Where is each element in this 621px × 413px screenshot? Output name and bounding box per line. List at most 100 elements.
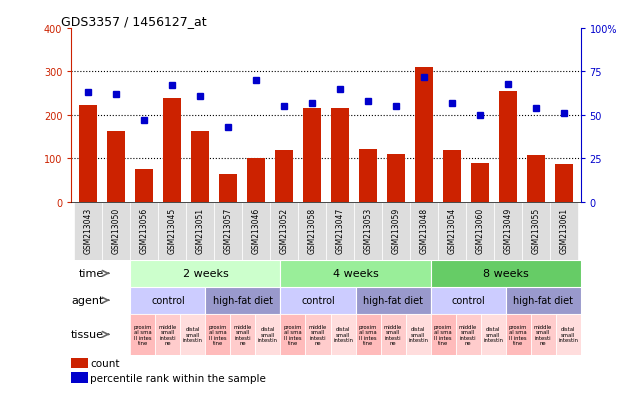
Text: proxim
al sma
ll intes
tine: proxim al sma ll intes tine	[359, 324, 377, 345]
Bar	[303, 109, 321, 202]
Bar	[206, 314, 230, 355]
Bar	[79, 106, 97, 202]
Bar	[155, 314, 181, 355]
Bar	[505, 287, 581, 314]
Bar	[135, 170, 153, 202]
Bar	[163, 98, 181, 202]
Text: 4 weeks: 4 weeks	[333, 268, 378, 279]
Bar	[438, 202, 466, 260]
Bar	[130, 287, 206, 314]
Text: proxim
al sma
ll intes
tine: proxim al sma ll intes tine	[209, 324, 227, 345]
Text: GSM213049: GSM213049	[504, 207, 512, 253]
Text: middle
small
intesti
ne: middle small intesti ne	[159, 324, 177, 345]
Bar	[270, 202, 298, 260]
Bar	[219, 175, 237, 202]
Bar	[298, 202, 326, 260]
Bar	[382, 202, 410, 260]
Bar	[530, 314, 556, 355]
Bar	[186, 202, 214, 260]
Text: GSM213059: GSM213059	[391, 207, 401, 253]
Bar	[230, 314, 255, 355]
Bar	[214, 202, 242, 260]
Bar	[102, 202, 130, 260]
Text: high-fat diet: high-fat diet	[513, 295, 573, 306]
Bar	[481, 314, 505, 355]
Text: GSM213057: GSM213057	[224, 207, 233, 253]
Text: agent: agent	[71, 295, 104, 306]
Text: middle
small
intesti
ne: middle small intesti ne	[384, 324, 402, 345]
Text: distal
small
intestin: distal small intestin	[558, 327, 578, 342]
Bar	[330, 314, 355, 355]
Bar	[306, 314, 330, 355]
Text: tissue: tissue	[71, 330, 104, 339]
Text: GSM213058: GSM213058	[307, 207, 317, 253]
Text: distal
small
intestin: distal small intestin	[183, 327, 203, 342]
Text: distal
small
intestin: distal small intestin	[408, 327, 428, 342]
Text: control: control	[301, 295, 335, 306]
Text: percentile rank within the sample: percentile rank within the sample	[90, 373, 266, 383]
Text: GSM213053: GSM213053	[363, 207, 373, 253]
Text: GSM213051: GSM213051	[196, 207, 204, 253]
Bar	[359, 150, 377, 202]
Text: GSM213060: GSM213060	[476, 207, 484, 253]
Bar	[494, 202, 522, 260]
Bar	[281, 287, 355, 314]
Bar	[466, 202, 494, 260]
Bar	[430, 314, 456, 355]
Text: GSM213052: GSM213052	[279, 207, 289, 253]
Bar	[247, 159, 265, 202]
Bar	[191, 132, 209, 202]
Text: distal
small
intestin: distal small intestin	[483, 327, 503, 342]
Text: proxim
al sma
ll intes
tine: proxim al sma ll intes tine	[134, 324, 152, 345]
Bar	[556, 314, 581, 355]
Text: GSM213050: GSM213050	[112, 207, 120, 253]
Bar	[331, 109, 349, 202]
Text: GSM213048: GSM213048	[419, 207, 428, 253]
Text: control: control	[451, 295, 485, 306]
Bar	[281, 314, 306, 355]
Bar	[355, 287, 430, 314]
Text: GSM213047: GSM213047	[335, 207, 345, 253]
Text: proxim
al sma
ll intes
tine: proxim al sma ll intes tine	[509, 324, 527, 345]
Text: GSM213055: GSM213055	[532, 207, 540, 253]
Bar	[71, 358, 88, 368]
Bar	[75, 202, 102, 260]
Bar	[107, 132, 125, 202]
Bar	[130, 314, 155, 355]
Bar	[471, 163, 489, 202]
Bar	[387, 154, 405, 202]
Bar	[354, 202, 382, 260]
Text: GSM213043: GSM213043	[84, 207, 93, 253]
Text: GSM213054: GSM213054	[448, 207, 456, 253]
Bar	[255, 314, 281, 355]
Text: 8 weeks: 8 weeks	[483, 268, 528, 279]
Bar	[275, 150, 293, 202]
Bar	[527, 156, 545, 202]
Bar	[555, 164, 573, 202]
Bar	[550, 202, 578, 260]
Text: middle
small
intesti
ne: middle small intesti ne	[234, 324, 252, 345]
Bar	[430, 287, 505, 314]
Text: middle
small
intesti
ne: middle small intesti ne	[534, 324, 552, 345]
Bar	[326, 202, 354, 260]
Text: middle
small
intesti
ne: middle small intesti ne	[309, 324, 327, 345]
Bar	[443, 150, 461, 202]
Bar	[406, 314, 430, 355]
Bar	[522, 202, 550, 260]
Bar	[206, 287, 281, 314]
Bar	[71, 373, 88, 382]
Bar	[242, 202, 270, 260]
Text: proxim
al sma
ll intes
tine: proxim al sma ll intes tine	[284, 324, 302, 345]
Bar	[410, 202, 438, 260]
Text: GDS3357 / 1456127_at: GDS3357 / 1456127_at	[61, 15, 207, 28]
Text: control: control	[151, 295, 185, 306]
Text: high-fat diet: high-fat diet	[363, 295, 423, 306]
Text: high-fat diet: high-fat diet	[213, 295, 273, 306]
Bar	[430, 260, 581, 287]
Bar	[130, 202, 158, 260]
Text: GSM213061: GSM213061	[560, 207, 568, 253]
Bar	[415, 68, 433, 202]
Text: distal
small
intestin: distal small intestin	[333, 327, 353, 342]
Text: time: time	[79, 268, 104, 279]
Text: GSM213045: GSM213045	[168, 207, 176, 253]
